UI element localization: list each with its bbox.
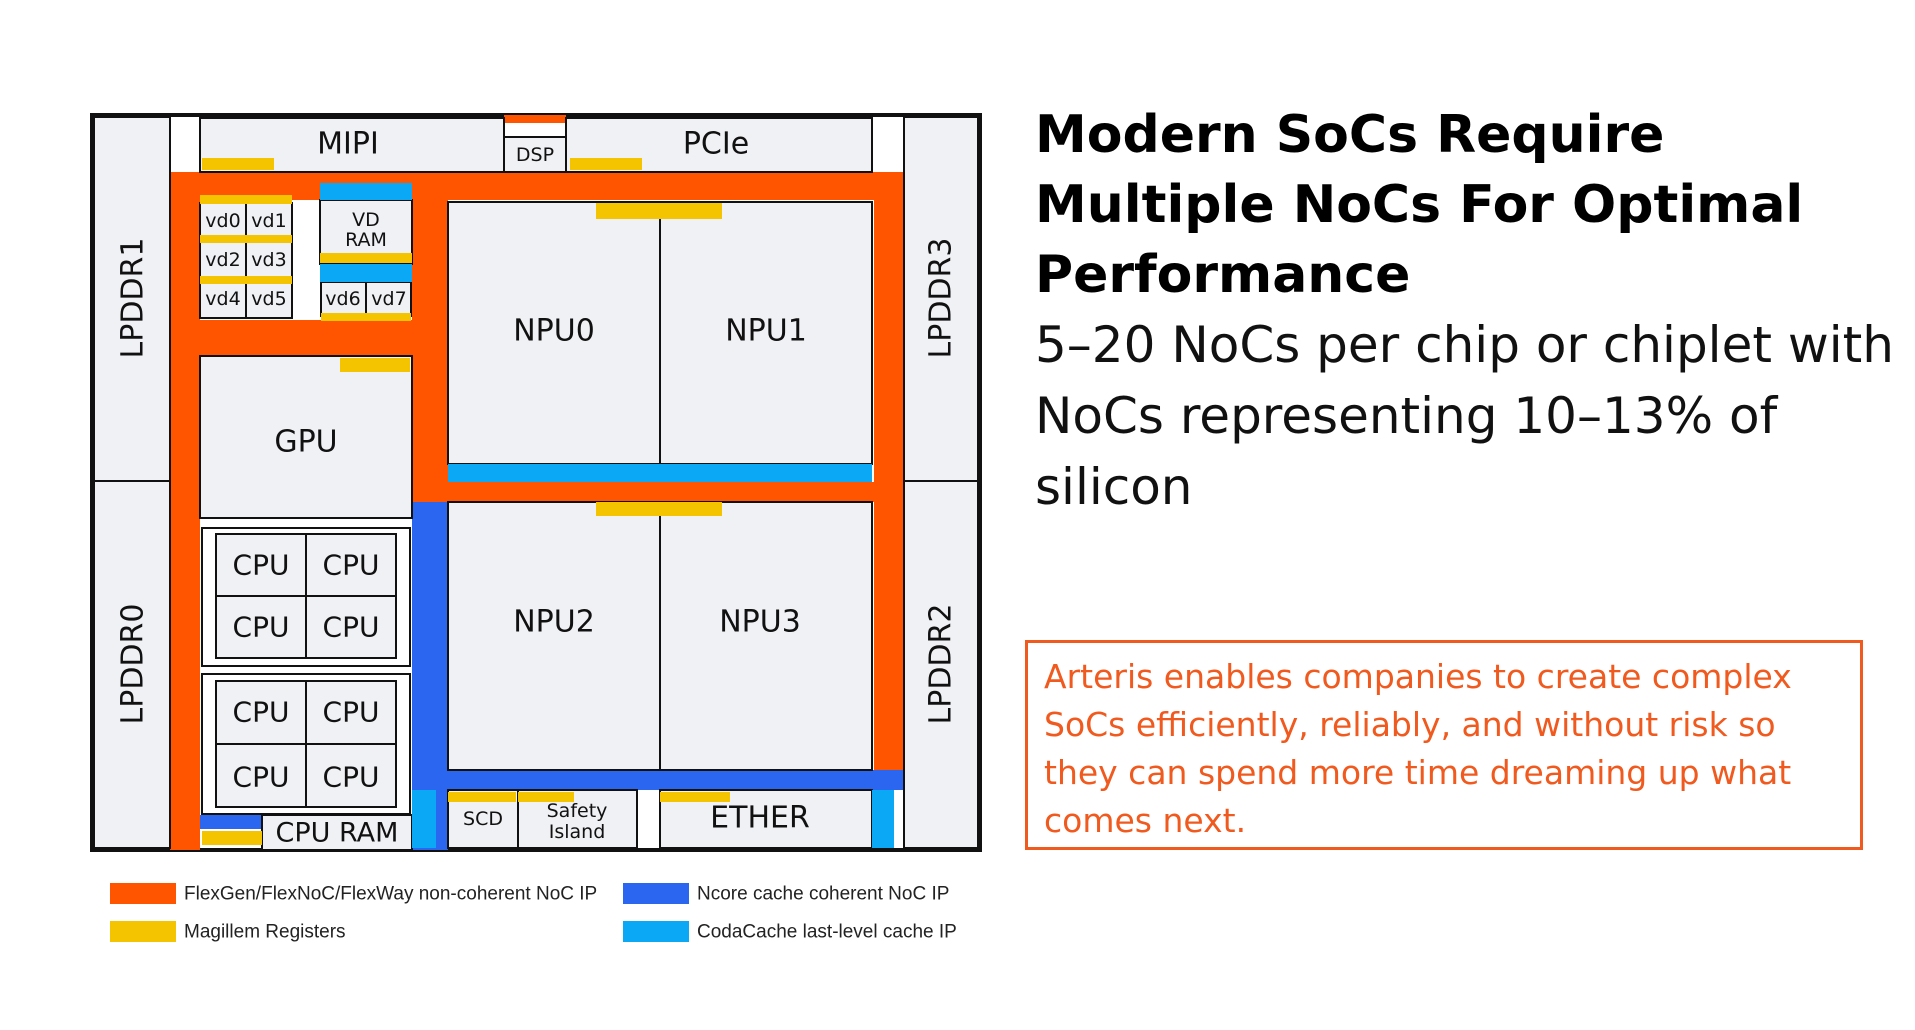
cpu-label: CPU [323,611,380,644]
cpu-ram-label: CPU RAM [276,818,399,849]
ether-label: ETHER [710,801,810,836]
vd3-label: vd3 [251,249,286,271]
scd-label: SCD [463,808,503,830]
lpddr1-label: LPDDR1 [116,238,151,359]
cpu-block [215,595,307,659]
legend-swatch-flexnoc [110,883,176,904]
safety-island-label-line2: Island [549,821,606,843]
cpu-label: CPU [233,761,290,794]
npu3-label: NPU3 [719,605,801,640]
lpddr0-label: LPDDR0 [116,604,151,725]
cpu-label: CPU [233,549,290,582]
gpu-block [199,355,413,519]
legend-swatch-magillem [110,921,176,942]
gpu-label: GPU [274,425,337,460]
codacache-bars [320,183,894,848]
vd5-block [245,280,293,319]
lpddr2-label: LPDDR2 [924,604,959,725]
npu0-block [447,201,661,465]
lpddr3-block [903,116,979,482]
npu2-label: NPU2 [513,605,595,640]
cpu-label: CPU [323,549,380,582]
cpu-label: CPU [233,611,290,644]
cpu-label: CPU [323,696,380,729]
callout-text: Arteris enables companies to create comp… [1044,657,1792,840]
legend-swatch-codacache [623,921,689,942]
magillem-bars [200,158,730,845]
safety-island-block [517,789,638,849]
slide-body-text: 5–20 NoCs per chip or chiplet with NoCs … [1035,316,1894,516]
cpu-label: CPU [323,761,380,794]
cpu-block [305,595,397,659]
vd6-label: vd6 [325,288,360,310]
lpddr0-block [93,480,171,849]
vd0-label: vd0 [205,210,240,232]
callout-box: Arteris enables companies to create comp… [1025,640,1863,850]
cpu-block [215,743,307,808]
lpddr3-label: LPDDR3 [924,238,959,359]
vd-ram-label-line2: RAM [345,229,387,251]
vd5-label: vd5 [251,288,286,310]
legend-label-flexnoc: FlexGen/FlexNoC/FlexWay non-coherent NoC… [184,884,597,905]
slide-title: Modern SoCs Require Multiple NoCs For Op… [1035,105,1804,305]
legend-label-codacache: CodaCache last-level cache IP [697,922,957,943]
vd4-block [199,280,247,319]
legend: FlexGen/FlexNoC/FlexWay non-coherent NoC… [110,883,957,943]
cpu-block [305,743,397,808]
vd2-label: vd2 [205,249,240,271]
legend-swatch-ncore [623,883,689,904]
vd-ram-label-line1: VD [352,209,380,231]
npu2-block [447,501,661,771]
npu1-block [659,201,873,465]
npu0-label: NPU0 [513,314,595,349]
safety-island-label-line1: Safety [547,800,608,822]
pcie-label: PCIe [683,127,749,162]
legend-label-ncore: Ncore cache coherent NoC IP [697,884,949,905]
cpu-label: CPU [233,696,290,729]
vd1-block [245,202,293,240]
vd4-label: vd4 [205,288,240,310]
dsp-block [503,136,567,173]
vd1-label: vd1 [251,210,286,232]
lpddr1-block [93,116,171,482]
cpu-block [305,680,397,745]
dsp-label: DSP [516,144,554,166]
npu3-block [659,501,873,771]
lpddr2-block [903,480,979,849]
mipi-label: MIPI [317,127,379,162]
legend-label-magillem: Magillem Registers [184,922,346,943]
npu1-label: NPU1 [725,314,807,349]
vd7-label: vd7 [371,288,406,310]
